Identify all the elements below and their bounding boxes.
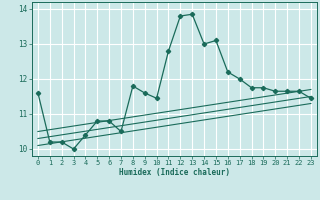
X-axis label: Humidex (Indice chaleur): Humidex (Indice chaleur)	[119, 168, 230, 177]
